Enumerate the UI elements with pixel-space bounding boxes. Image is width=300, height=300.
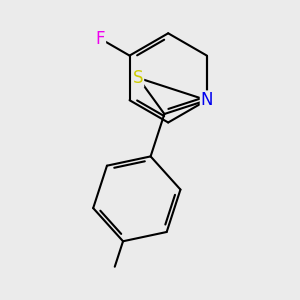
Text: S: S xyxy=(133,69,143,87)
Text: F: F xyxy=(96,30,105,48)
Text: N: N xyxy=(201,91,213,109)
